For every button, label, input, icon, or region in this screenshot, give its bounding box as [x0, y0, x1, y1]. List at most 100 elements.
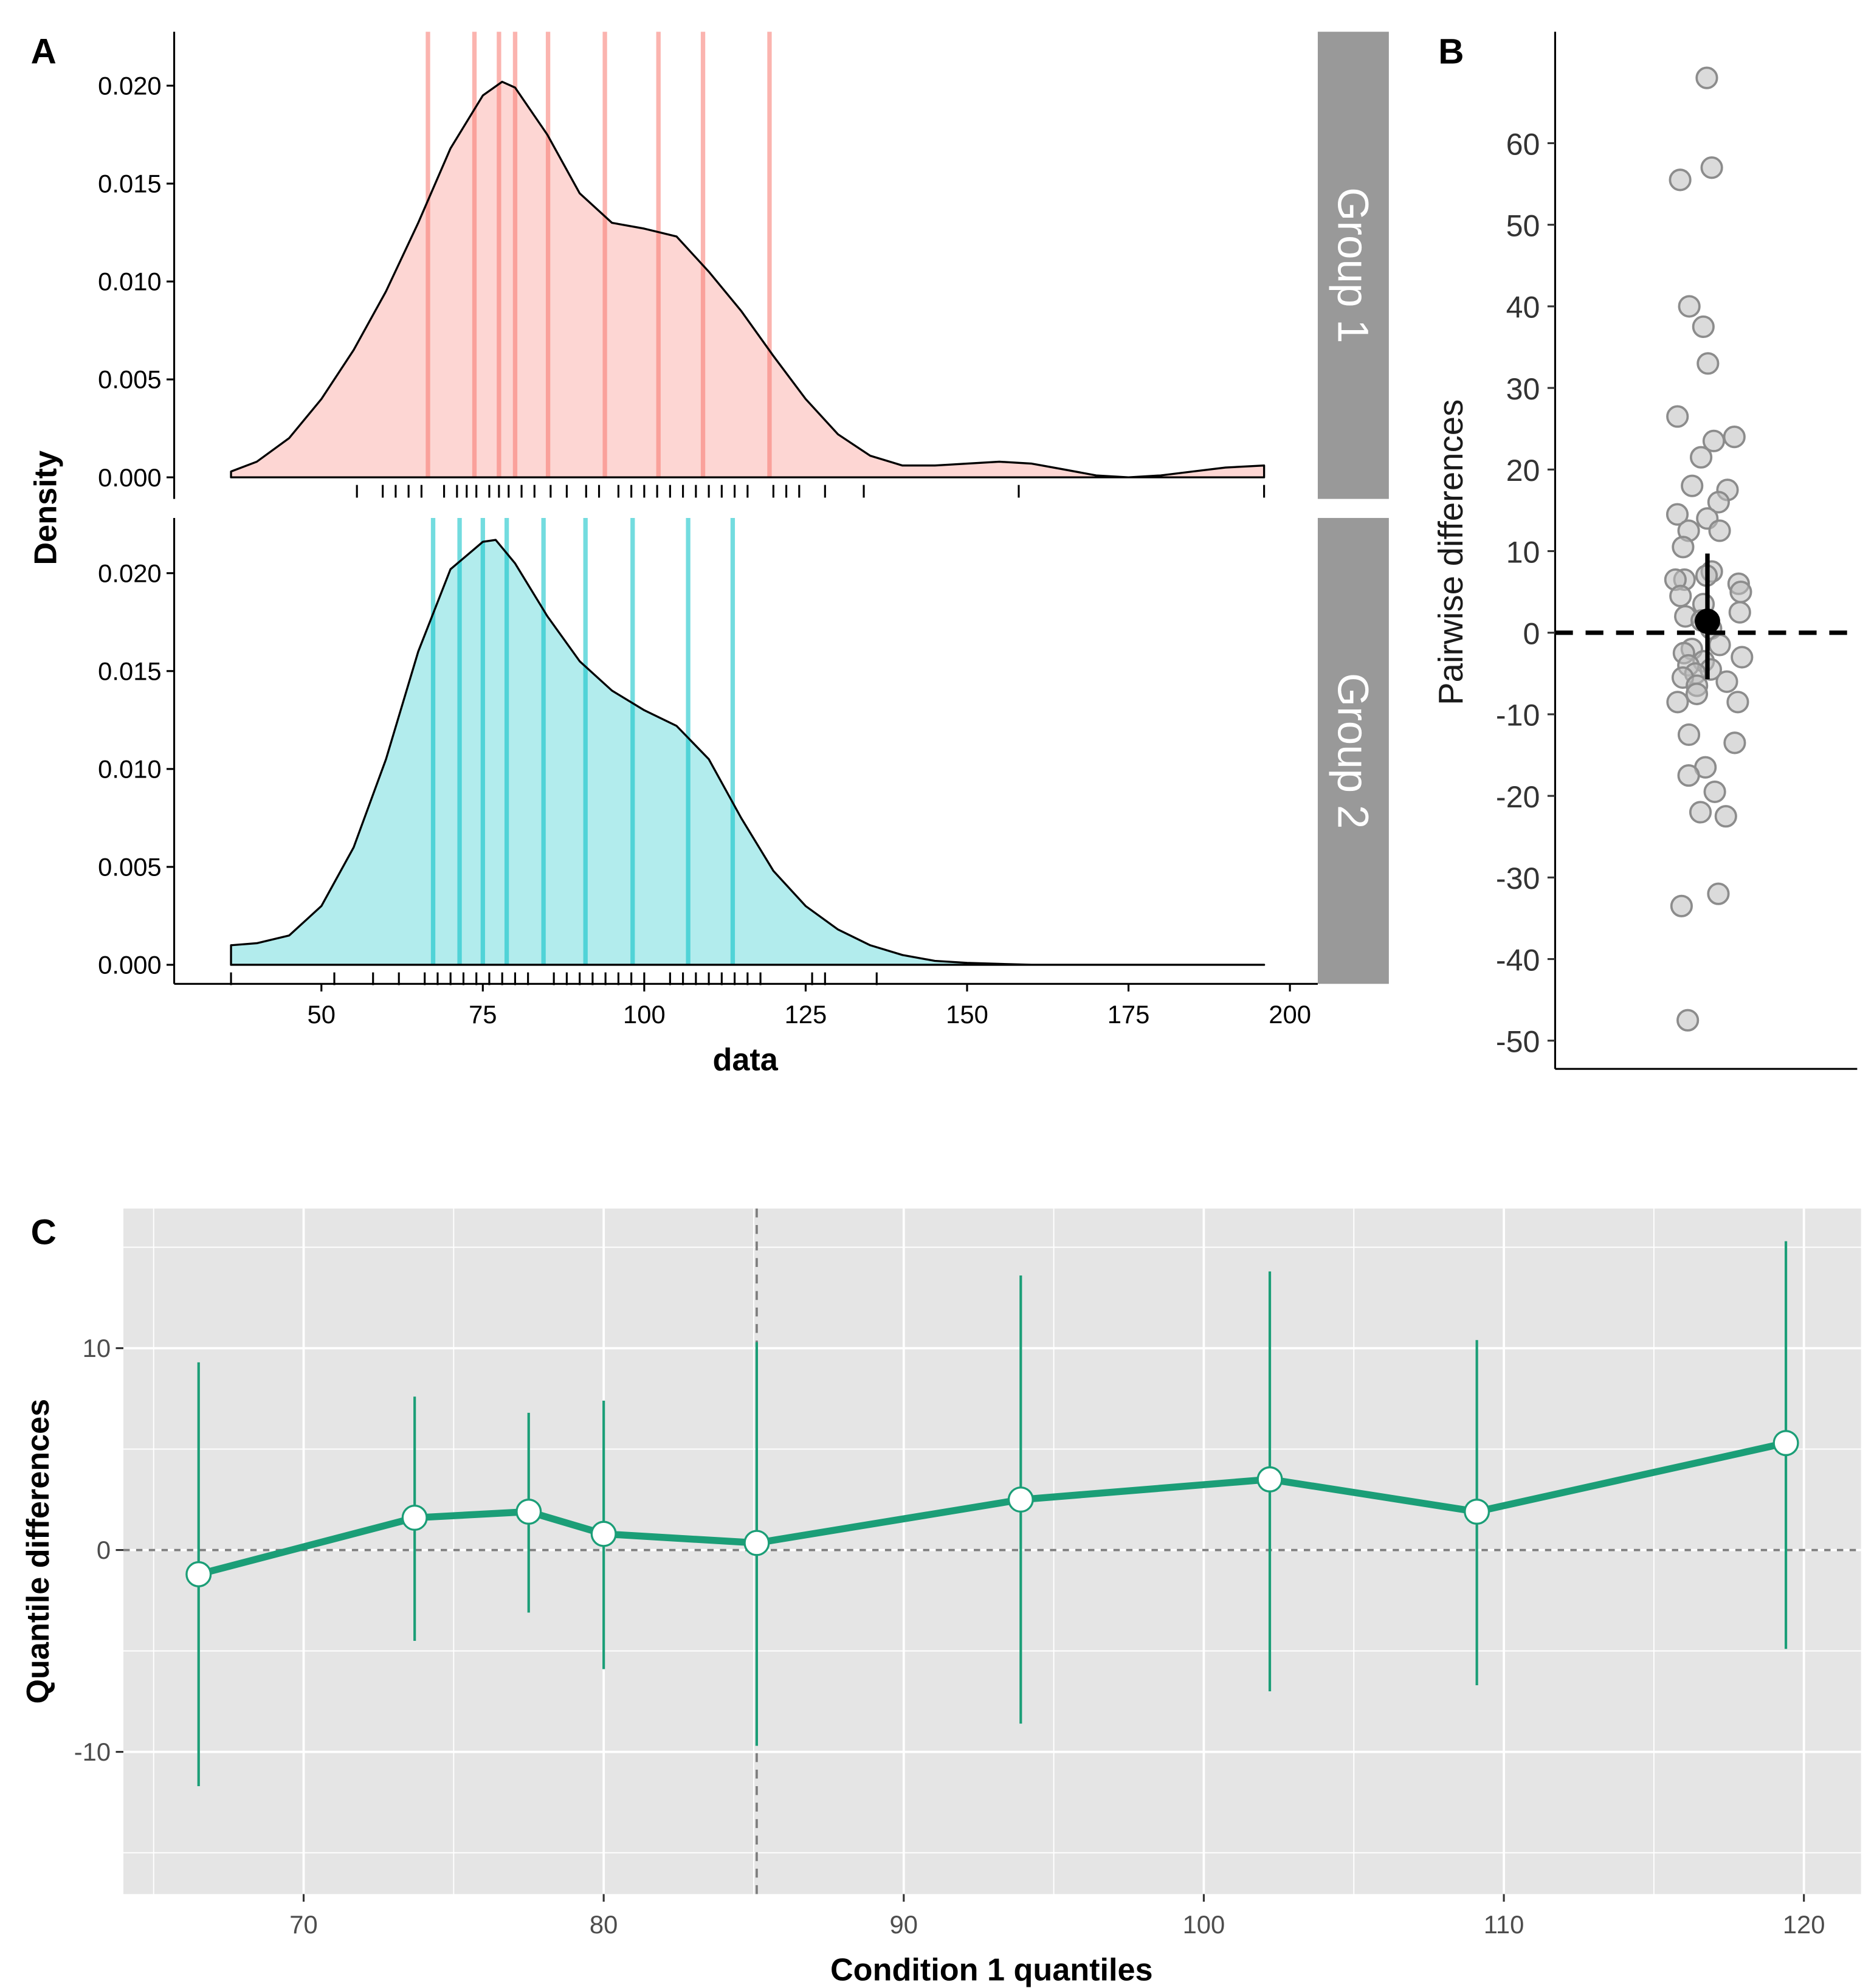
data-point	[1692, 315, 1715, 339]
x-tick-label: 110	[1484, 1910, 1524, 1939]
data-point	[1697, 352, 1720, 375]
data-point	[1689, 446, 1713, 469]
x-tick-label: 90	[890, 1910, 918, 1939]
data-point	[1728, 601, 1751, 624]
data-point	[1714, 805, 1737, 828]
panel-b-y-label: Pairwise differences	[1431, 399, 1470, 705]
y-tick-label: 50	[1506, 209, 1540, 243]
data-point	[1723, 731, 1746, 754]
x-tick-label: 100	[1183, 1910, 1225, 1939]
data-point	[1708, 633, 1731, 657]
y-tick-label: 0.000	[98, 463, 161, 492]
data-point	[1678, 295, 1701, 318]
data-point	[1677, 764, 1700, 787]
x-tick-label: 100	[623, 1000, 666, 1029]
y-tick-label: 0.005	[98, 853, 161, 882]
facet-2: 0.000 0.005 0.010 0.015 0.020 Group 2	[98, 517, 1389, 985]
data-point	[1672, 536, 1695, 559]
y-tick-label: -10	[1496, 699, 1540, 733]
data-point	[1689, 801, 1712, 824]
density-curve	[230, 539, 1266, 966]
y-tick-label: 0.010	[98, 267, 161, 296]
density-area	[231, 540, 1264, 965]
y-tick-label: -10	[74, 1738, 111, 1766]
panel-c-label: C	[31, 1212, 57, 1252]
quantile-point	[515, 1499, 542, 1525]
data-point	[1731, 646, 1754, 669]
panel-a-label: A	[31, 32, 57, 71]
data-point	[1695, 66, 1718, 89]
y-tick-label: -40	[1496, 943, 1540, 977]
x-tick-label: 75	[469, 1000, 497, 1029]
data-point	[1707, 882, 1730, 905]
facet-strip-label: Group 2	[1328, 673, 1376, 829]
x-tick-label: 50	[308, 1000, 336, 1029]
y-tick-label: 0.020	[98, 72, 161, 100]
density-area	[231, 81, 1264, 478]
panel-c-x-label: Condition 1 quantiles	[830, 1952, 1153, 1987]
data-point	[1677, 723, 1701, 747]
data-point	[1670, 894, 1693, 917]
panel-b: -50 -40 -30 -20 -10 0 10 20 30 40 50 60	[1496, 32, 1858, 1070]
data-point	[1681, 474, 1704, 497]
panel-a-y-label: Density	[28, 450, 63, 565]
data-point	[1666, 503, 1689, 526]
x-tick-label: 150	[946, 1000, 988, 1029]
data-point	[1676, 1009, 1700, 1032]
panel-c-y-label: Quantile differences	[21, 1399, 56, 1704]
facet-strip-label: Group 1	[1328, 187, 1376, 343]
data-point	[1700, 156, 1723, 179]
y-tick-label: 60	[1506, 127, 1540, 161]
y-tick-label: -30	[1496, 861, 1540, 896]
y-tick-label: 40	[1506, 291, 1540, 325]
x-tick-label: 125	[785, 1000, 827, 1029]
quantile-point	[401, 1504, 428, 1531]
facet-strip	[1317, 517, 1389, 984]
y-tick-label: 30	[1506, 372, 1540, 406]
facet-strip	[1317, 32, 1389, 499]
y-tick-label: 0	[1523, 617, 1540, 651]
data-point	[1723, 426, 1746, 449]
panel-b-label: B	[1438, 32, 1464, 71]
data-point	[1685, 682, 1709, 705]
panel-a-x-label: data	[713, 1042, 779, 1077]
quantile-point	[1772, 1430, 1799, 1457]
data-point	[1703, 780, 1726, 804]
y-tick-label: 0.010	[98, 754, 161, 783]
data-point	[1708, 519, 1731, 542]
panel-a: 0.000 0.005 0.010 0.015 0.020 Group 10.000 0.0…	[98, 32, 1389, 1029]
y-tick-label: 0	[97, 1536, 111, 1564]
quantile-point	[1464, 1499, 1490, 1525]
plot-background	[123, 1208, 1861, 1894]
facet-1: 0.000 0.005 0.010 0.015 0.020 Group 1	[98, 32, 1389, 499]
x-tick-label: 120	[1783, 1910, 1825, 1939]
panel-c: 70 80 90 100 110 120 -10 0 10	[74, 1208, 1861, 1939]
summary-point	[1695, 609, 1720, 634]
data-point	[1729, 581, 1752, 604]
quantile-point	[1007, 1486, 1034, 1513]
density-curve	[230, 80, 1266, 478]
data-point	[1669, 584, 1692, 607]
x-tick-label: 70	[289, 1910, 317, 1939]
x-tick-label: 80	[590, 1910, 618, 1939]
quantile-point	[743, 1530, 770, 1556]
y-tick-label: 0.015	[98, 657, 161, 685]
quantile-point	[185, 1561, 212, 1587]
y-tick-label: 0.005	[98, 365, 161, 394]
data-point	[1707, 491, 1730, 514]
y-tick-label: -50	[1496, 1025, 1540, 1059]
y-tick-label: 0.015	[98, 170, 161, 198]
quantile-point	[1256, 1466, 1283, 1493]
x-tick-label: 200	[1269, 1000, 1311, 1029]
data-point	[1702, 429, 1726, 452]
quantile-point	[590, 1520, 617, 1547]
y-tick-label: 10	[1506, 535, 1540, 569]
data-point	[1726, 691, 1749, 714]
data-point	[1666, 691, 1689, 714]
x-tick-label: 175	[1108, 1000, 1150, 1029]
data-point	[1666, 405, 1689, 428]
y-tick-label: -20	[1496, 780, 1540, 814]
data-point	[1669, 168, 1692, 192]
y-tick-label: 10	[83, 1334, 111, 1362]
